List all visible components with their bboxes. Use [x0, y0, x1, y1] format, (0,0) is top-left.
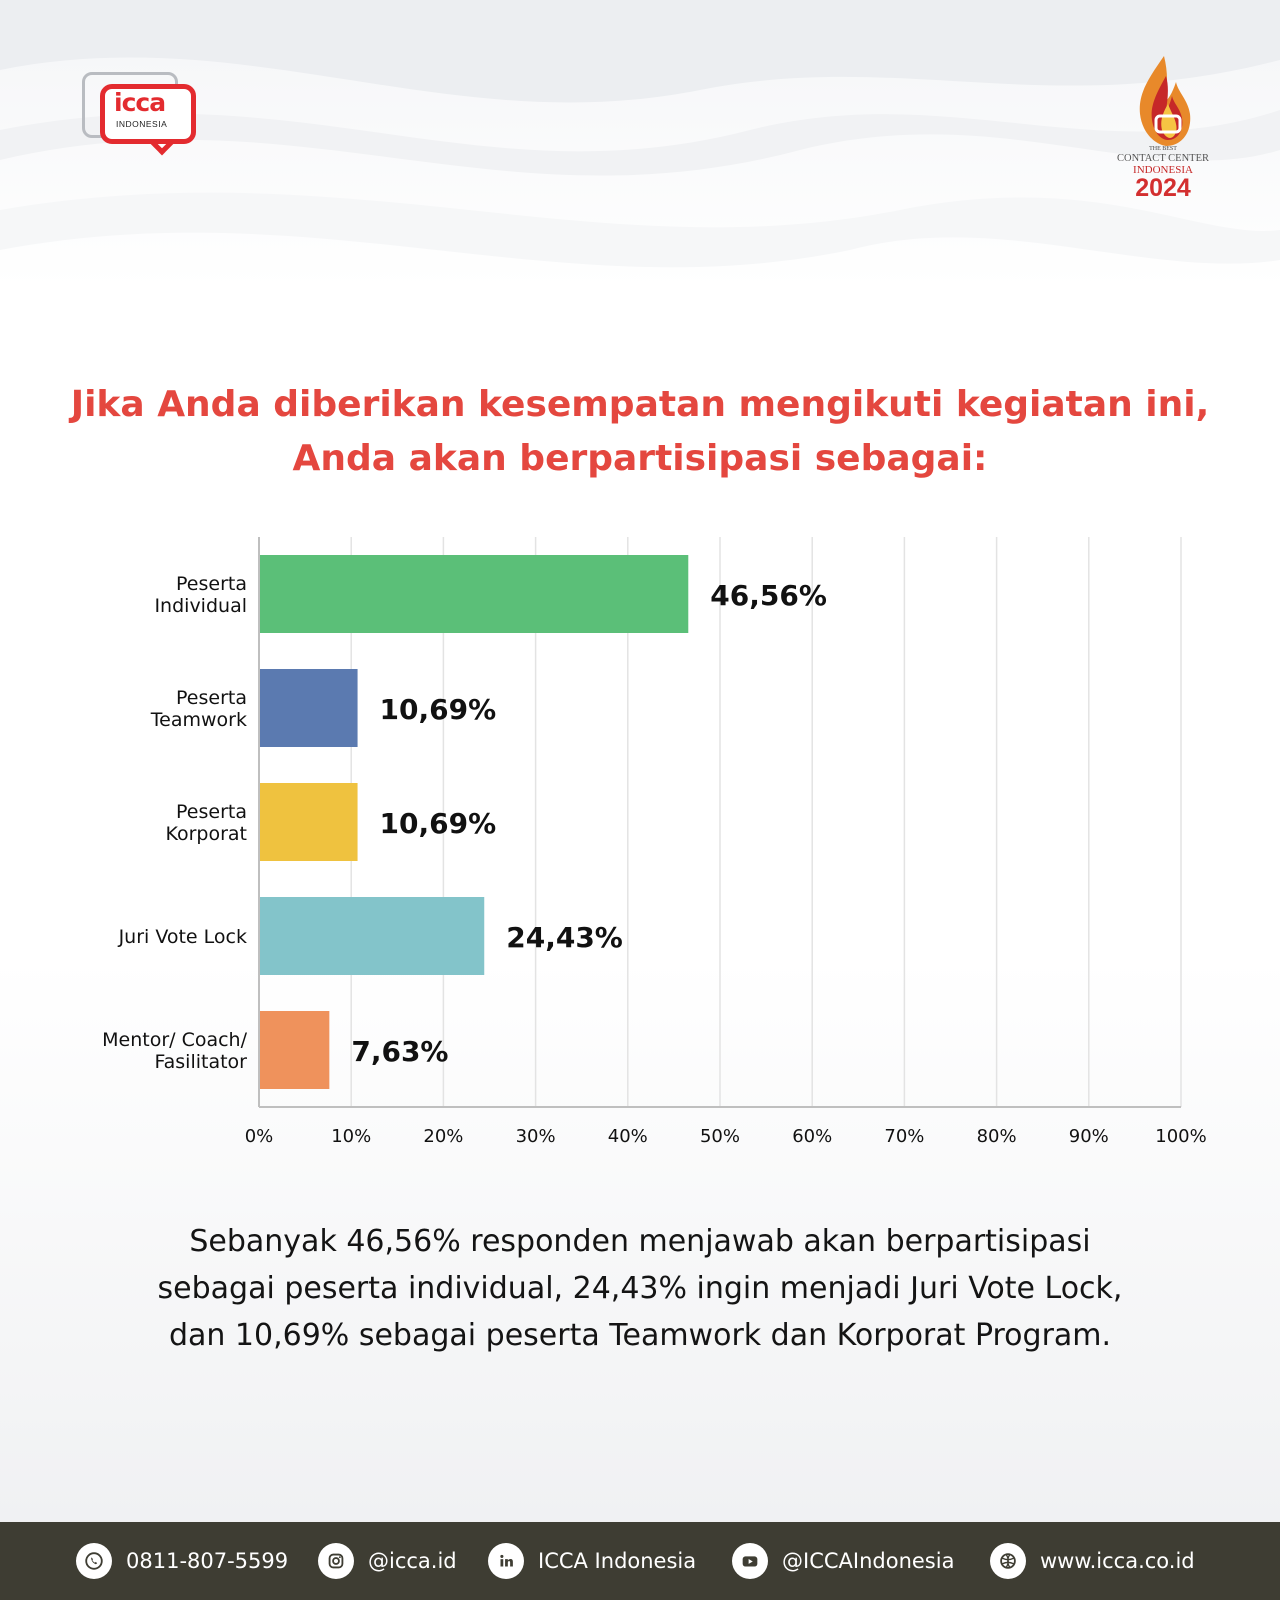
footer-youtube[interactable]: @ICCAIndonesia [732, 1542, 954, 1580]
category-label: Korporat [165, 823, 247, 845]
category-label: Peserta [176, 687, 247, 709]
bar [259, 555, 689, 633]
bar [259, 783, 358, 861]
x-tick-label: 70% [884, 1126, 924, 1147]
summary-line-3: dan 10,69% sebagai peserta Teamwork dan … [168, 1318, 1112, 1353]
footer-youtube-text: @ICCAIndonesia [782, 1549, 955, 1573]
title-line-1: Jika Anda diberikan kesempatan mengikuti… [70, 384, 1210, 425]
data-label: 24,43% [506, 921, 623, 954]
footer-website[interactable]: www.icca.co.id [990, 1542, 1195, 1580]
background-wave [0, 0, 1280, 268]
icca-logo-subtext: INDONESIA [116, 119, 168, 129]
icca-logo-box [100, 84, 196, 144]
data-label: 7,63% [351, 1035, 448, 1068]
icca-logo-wordmark: icca [114, 88, 166, 117]
bar [259, 669, 358, 747]
best-logo-year: 2024 [1135, 174, 1191, 202]
flame-icon [1139, 56, 1191, 146]
category-label: Mentor/ Coach/ [102, 1029, 247, 1051]
best-logo-line2: INDONESIA [1133, 164, 1193, 176]
data-label: 10,69% [380, 807, 497, 840]
x-tick-label: 20% [423, 1126, 463, 1147]
x-tick-label: 50% [700, 1126, 740, 1147]
data-label: 10,69% [380, 693, 497, 726]
footer-phone[interactable]: 0811-807-5599 [76, 1542, 288, 1580]
x-tick-label: 100% [1155, 1126, 1206, 1147]
youtube-icon [732, 1543, 768, 1579]
x-tick-label: 0% [245, 1126, 274, 1147]
x-tick-label: 40% [608, 1126, 648, 1147]
instagram-icon [318, 1543, 354, 1579]
x-tick-label: 60% [792, 1126, 832, 1147]
footer-linkedin[interactable]: ICCA Indonesia [488, 1542, 696, 1580]
x-tick-label: 90% [1069, 1126, 1109, 1147]
best-contact-center-logo: THE BEST CONTACT CENTER INDONESIA 2024 [1108, 54, 1218, 202]
category-label: Individual [154, 595, 247, 617]
summary-text: Sebanyak 46,56% responden menjawab akan … [80, 1218, 1200, 1359]
linkedin-icon [488, 1543, 524, 1579]
footer-bar: 0811-807-5599 @icca.id ICCA Indonesia @I… [0, 1522, 1280, 1600]
footer-instagram-text: @icca.id [368, 1549, 457, 1573]
category-label: Juri Vote Lock [118, 926, 247, 948]
data-label: 46,56% [710, 579, 827, 612]
x-tick-label: 80% [977, 1126, 1017, 1147]
best-logo-small-text: THE BEST [1149, 146, 1177, 152]
best-logo-line1: CONTACT CENTER [1116, 153, 1209, 164]
summary-line-2: sebagai peserta individual, 24,43% ingin… [157, 1271, 1123, 1306]
category-label: Peserta [176, 801, 247, 823]
footer-phone-text: 0811-807-5599 [126, 1549, 289, 1573]
category-label: Peserta [176, 573, 247, 595]
footer-website-text: www.icca.co.id [1040, 1549, 1195, 1573]
globe-icon [990, 1543, 1026, 1579]
bar [259, 897, 485, 975]
category-label: Fasilitator [154, 1051, 247, 1073]
footer-instagram[interactable]: @icca.id [318, 1542, 457, 1580]
title-line-2: Anda akan berpartisipasi sebagai: [292, 438, 988, 479]
x-tick-label: 30% [516, 1126, 556, 1147]
footer-linkedin-text: ICCA Indonesia [538, 1549, 697, 1573]
category-label: Teamwork [150, 709, 247, 731]
bar [259, 1011, 330, 1089]
whatsapp-icon [76, 1543, 112, 1579]
x-tick-label: 10% [331, 1126, 371, 1147]
icca-logo: icca INDONESIA [78, 62, 206, 162]
page-title: Jika Anda diberikan kesempatan mengikuti… [60, 378, 1220, 486]
summary-line-1: Sebanyak 46,56% responden menjawab akan … [189, 1224, 1091, 1259]
